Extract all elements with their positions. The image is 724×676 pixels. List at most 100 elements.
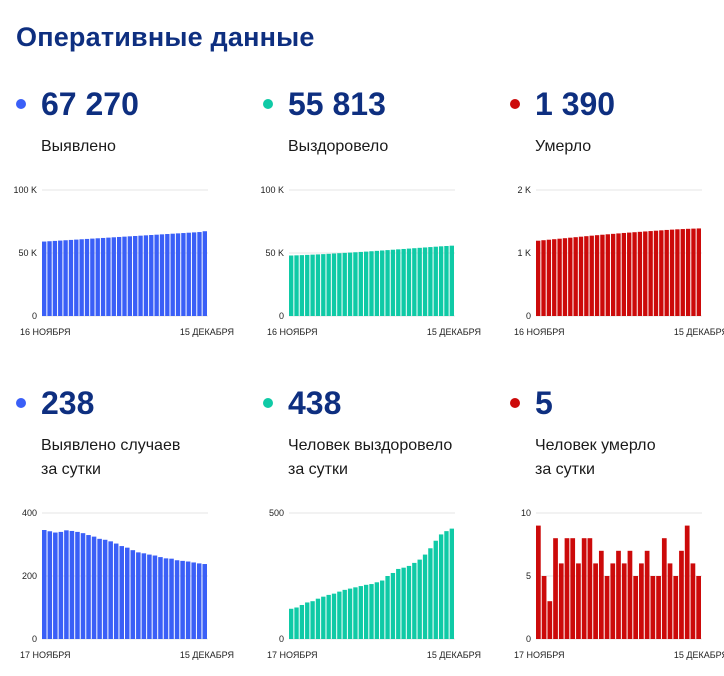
bar	[52, 240, 58, 316]
bar	[143, 235, 149, 316]
bar	[337, 253, 342, 316]
bar	[444, 246, 449, 316]
bar	[639, 563, 644, 639]
bar	[685, 228, 691, 316]
legend-dot	[16, 398, 26, 408]
bar	[390, 572, 396, 639]
bar	[610, 233, 616, 316]
bar	[321, 596, 326, 639]
bar	[604, 576, 610, 639]
bar	[633, 576, 639, 639]
bar-chart: 10 5 0 17 НОЯБРЯ 15 ДЕКАБРЯ	[514, 508, 724, 660]
bar	[79, 239, 84, 316]
bar	[47, 531, 53, 639]
bar	[627, 550, 633, 639]
bar	[363, 251, 369, 316]
bar	[294, 255, 299, 316]
bar	[102, 539, 108, 639]
bar	[581, 538, 587, 639]
bar	[584, 236, 589, 316]
bar	[558, 563, 564, 639]
bar	[113, 543, 119, 639]
bar	[684, 525, 690, 639]
y-tick-label: 5	[526, 571, 531, 581]
bar	[369, 251, 374, 316]
bar	[422, 554, 428, 639]
bar	[576, 563, 581, 639]
legend-dot	[510, 99, 520, 109]
bar	[417, 247, 422, 316]
bar	[133, 235, 138, 316]
bar	[449, 528, 454, 639]
bar	[97, 538, 102, 639]
bar	[412, 248, 417, 316]
bar	[406, 565, 412, 639]
bar	[289, 255, 294, 316]
bar	[111, 237, 116, 316]
bar	[656, 576, 661, 639]
bar	[648, 231, 653, 316]
bar-chart: 100 K 50 K 0 16 НОЯБРЯ 15 ДЕКАБРЯ	[260, 185, 481, 337]
legend-dot	[16, 99, 26, 109]
bar	[621, 232, 627, 316]
page-title: Оперативные данные	[16, 22, 315, 52]
bar	[541, 576, 547, 639]
bar	[406, 248, 412, 316]
bar	[578, 236, 584, 316]
bar	[679, 550, 684, 639]
bar	[691, 228, 696, 316]
bar	[637, 231, 643, 316]
bar	[289, 608, 294, 639]
bar	[564, 538, 570, 639]
bar	[385, 250, 390, 316]
bar	[562, 238, 568, 316]
bar	[541, 240, 546, 316]
bar	[358, 586, 363, 639]
bar	[191, 232, 197, 316]
bar	[396, 249, 401, 316]
y-tick-label: 0	[32, 634, 37, 644]
bar	[667, 563, 673, 639]
bar	[369, 584, 374, 639]
bar	[326, 594, 331, 639]
y-tick-label: 0	[526, 311, 531, 321]
bar	[80, 533, 86, 639]
bar-chart: 500 0 17 НОЯБРЯ 15 ДЕКАБРЯ	[267, 508, 481, 660]
bar	[342, 589, 347, 639]
bar	[202, 231, 207, 316]
bar	[197, 232, 202, 316]
bar	[438, 246, 444, 316]
bar	[149, 235, 154, 316]
bar	[690, 563, 696, 639]
bar	[594, 235, 600, 316]
bar	[154, 234, 159, 316]
x-start-label: 16 НОЯБРЯ	[267, 327, 318, 337]
bar	[353, 587, 358, 639]
bar	[390, 249, 396, 316]
bar	[315, 254, 321, 316]
bar	[170, 233, 175, 316]
bar	[74, 239, 79, 316]
bar	[108, 541, 113, 639]
x-start-label: 17 НОЯБРЯ	[514, 650, 565, 660]
bar	[353, 252, 358, 316]
bar	[58, 531, 64, 639]
bar-chart: 400 200 0 17 НОЯБРЯ 15 ДЕКАБРЯ	[20, 508, 234, 660]
x-end-label: 15 ДЕКАБРЯ	[180, 327, 234, 337]
bar	[643, 231, 648, 316]
bar	[621, 563, 627, 639]
y-tick-label: 400	[22, 508, 37, 518]
bar	[347, 252, 353, 316]
bar	[680, 229, 685, 316]
stat-label: Выявлено случаев за сутки	[41, 437, 181, 478]
bar	[196, 563, 202, 639]
bar	[632, 232, 637, 316]
bar	[125, 547, 130, 639]
x-end-label: 15 ДЕКАБРЯ	[180, 650, 234, 660]
bar	[396, 568, 401, 639]
legend-dot	[510, 398, 520, 408]
x-end-label: 15 ДЕКАБРЯ	[674, 650, 724, 660]
bar	[546, 239, 552, 316]
bar	[337, 591, 342, 639]
bar	[422, 247, 428, 316]
